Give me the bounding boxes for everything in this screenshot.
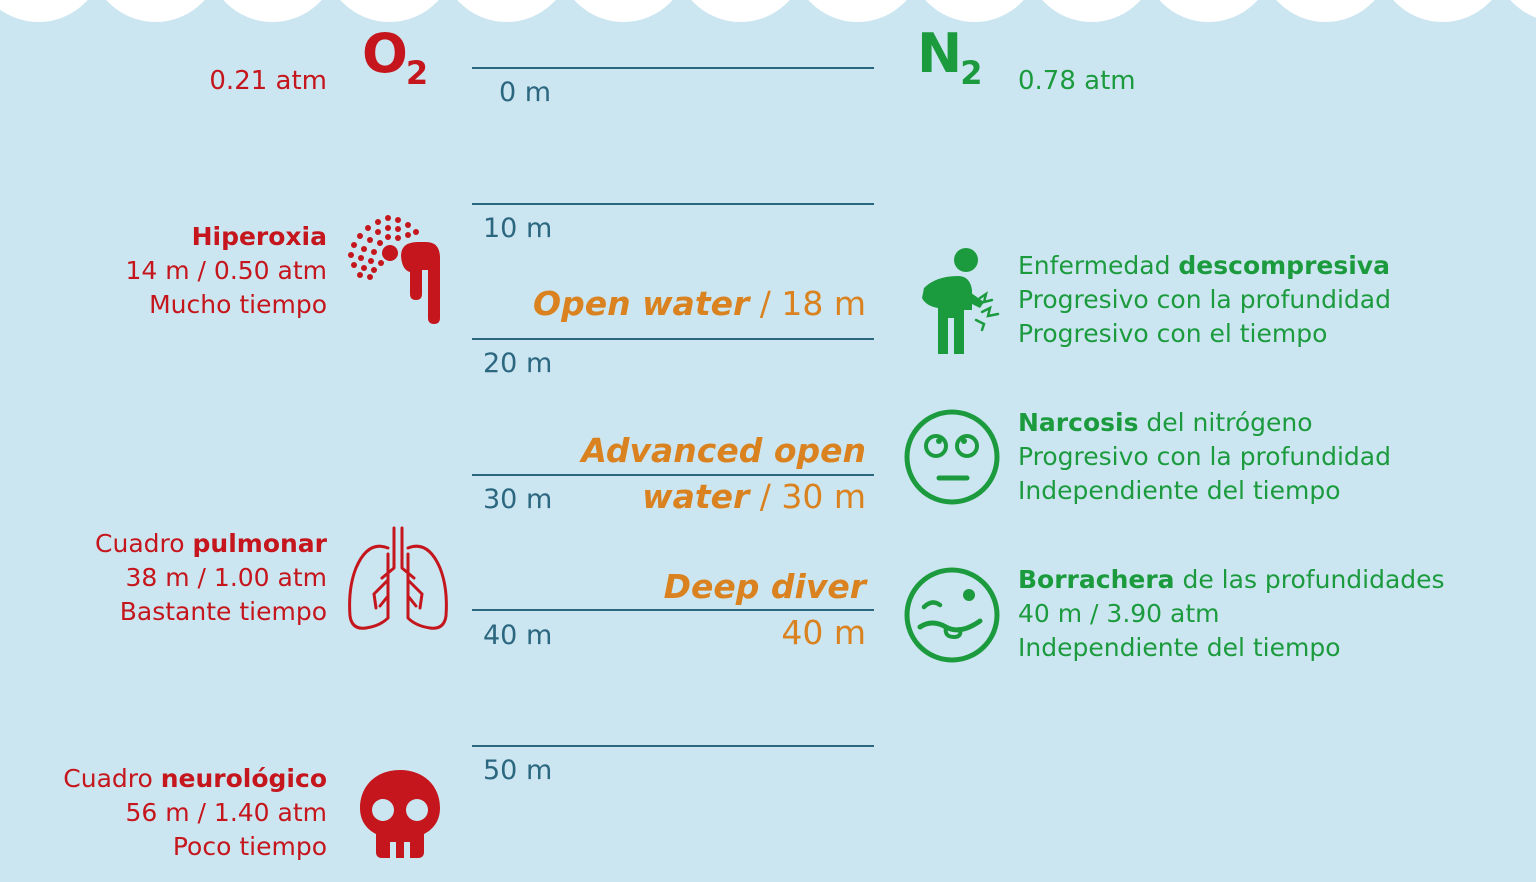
effect-hiperoxia: Hiperoxia 14 m / 0.50 atm Mucho tiempo — [125, 220, 327, 322]
certification-depth: / 18 m — [749, 284, 866, 323]
surface-foam — [0, 0, 1536, 22]
lungs-icon — [348, 526, 448, 630]
foam-wave — [106, 0, 205, 22]
depth-label-10: 10 m — [483, 213, 553, 244]
nitrogen-surface-pressure: 0.78 atm — [1018, 66, 1136, 96]
certification-advanced-open-water: Advanced open water / 30 m — [581, 428, 866, 520]
foam-wave — [1276, 0, 1375, 22]
person-in-pain-icon — [922, 248, 1000, 354]
depth-line-20 — [472, 338, 874, 340]
effect-time: Mucho tiempo — [149, 290, 327, 319]
foam-wave — [223, 0, 322, 22]
certification-depth: / 30 m — [749, 477, 866, 516]
effect-cuadro-pulmonar: Cuadro pulmonar 38 m / 1.00 atm Bastante… — [95, 527, 327, 629]
oxygen-surface-pressure: 0.21 atm — [209, 66, 327, 96]
effect-enfermedad-descompresiva: Enfermedad descompresiva Progresivo con … — [1018, 249, 1391, 351]
effect-title: Narcosis — [1018, 408, 1139, 437]
depth-label-0: 0 m — [499, 77, 552, 108]
foam-wave — [691, 0, 790, 22]
effect-borrachera: Borrachera de las profundidades 40 m / 3… — [1018, 563, 1445, 665]
depth-line-0 — [472, 67, 874, 69]
certification-name: Deep diver — [663, 567, 866, 606]
effect-detail: 40 m / 3.90 atm — [1018, 599, 1220, 628]
effect-detail: 56 m / 1.40 atm — [125, 798, 327, 827]
foam-wave — [0, 0, 88, 22]
effect-time: Independiente del tiempo — [1018, 476, 1341, 505]
effect-time: Independiente del tiempo — [1018, 633, 1341, 662]
certification-name: water — [642, 477, 750, 516]
certification-name: Advanced open — [581, 431, 866, 470]
effect-time: Bastante tiempo — [119, 597, 327, 626]
certification-open-water: Open water / 18 m — [533, 281, 866, 327]
effect-title: Hiperoxia — [191, 222, 327, 251]
certification-name: Open water — [533, 284, 750, 323]
foam-wave — [457, 0, 556, 22]
foam-wave — [925, 0, 1024, 22]
foam-wave — [1393, 0, 1492, 22]
foam-wave — [1510, 0, 1536, 18]
inhalation-icon — [348, 215, 440, 324]
depth-line-30 — [472, 474, 874, 476]
effect-narcosis: Narcosis del nitrógeno Progresivo con la… — [1018, 406, 1391, 508]
depth-label-20: 20 m — [483, 348, 553, 379]
foam-wave — [1042, 0, 1141, 22]
depth-label-30: 30 m — [483, 484, 553, 515]
depth-line-10 — [472, 203, 874, 205]
foam-wave — [808, 0, 907, 22]
depth-label-50: 50 m — [483, 755, 553, 786]
effect-detail: Progresivo con la profundidad — [1018, 285, 1391, 314]
effect-title: pulmonar — [192, 529, 328, 558]
effect-detail: Progresivo con la profundidad — [1018, 442, 1391, 471]
depth-label-40: 40 m — [483, 620, 553, 651]
effect-time: Poco tiempo — [172, 832, 327, 861]
skull-icon — [360, 770, 440, 858]
effect-detail: 14 m / 0.50 atm — [125, 256, 327, 285]
effect-title: neurológico — [160, 764, 327, 793]
certification-deep-diver: Deep diver 40 m — [664, 564, 866, 656]
oxygen-symbol: O2 — [362, 22, 428, 92]
depth-line-50 — [472, 745, 874, 747]
effect-title: descompresiva — [1178, 251, 1390, 280]
foam-wave — [1159, 0, 1258, 22]
certification-depth: 40 m — [781, 613, 866, 652]
foam-wave — [574, 0, 673, 22]
drunk-face-icon — [904, 567, 1000, 663]
effect-title: Borrachera — [1018, 565, 1175, 594]
foam-wave — [340, 0, 439, 22]
depth-line-40 — [472, 609, 874, 611]
effect-cuadro-neurologico: Cuadro neurológico 56 m / 1.40 atm Poco … — [63, 762, 327, 864]
effect-time: Progresivo con el tiempo — [1018, 319, 1328, 348]
nitrogen-symbol: N2 — [917, 22, 982, 92]
dizzy-face-icon — [904, 409, 1000, 505]
effect-detail: 38 m / 1.00 atm — [125, 563, 327, 592]
